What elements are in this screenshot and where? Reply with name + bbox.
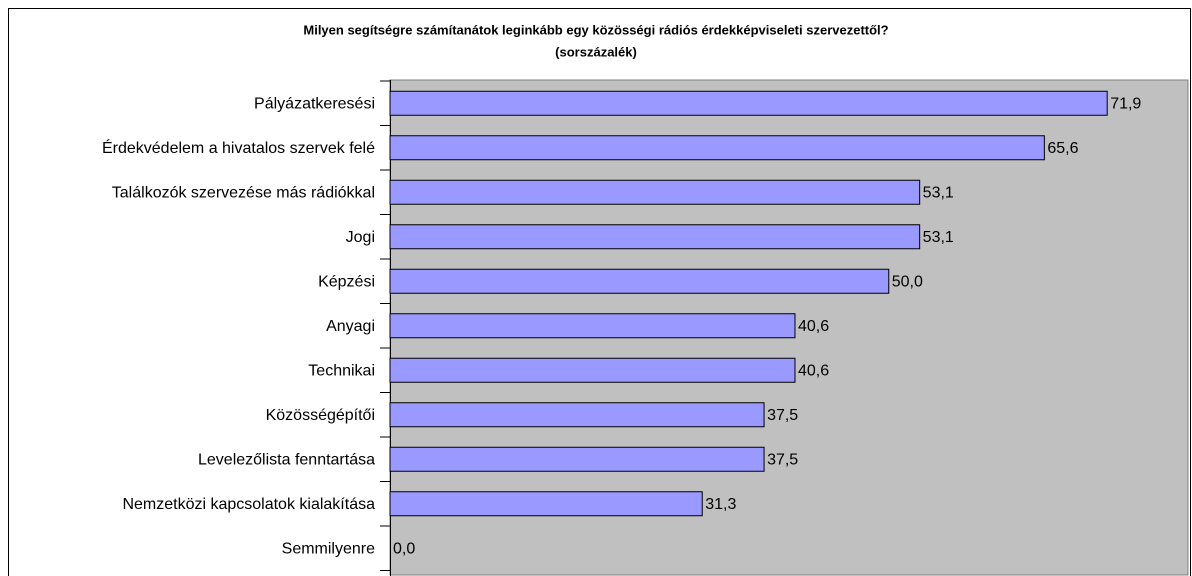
value-label: 40,6 <box>798 362 829 379</box>
bar <box>389 313 796 339</box>
bar <box>389 135 1045 161</box>
value-label: 71,9 <box>1110 95 1141 112</box>
bar <box>389 268 890 294</box>
y-tick-label: Technikai <box>308 362 375 379</box>
value-label: 31,3 <box>705 496 736 513</box>
y-tick-label: Pályázatkeresési <box>254 95 375 112</box>
value-label: 40,6 <box>798 318 829 335</box>
value-label: 37,5 <box>767 407 798 424</box>
y-tick-label: Nemzetközi kapcsolatok kialakítása <box>122 496 375 513</box>
value-label: 37,5 <box>767 451 798 468</box>
chart-title: Milyen segítségre számítanátok leginkább… <box>303 22 888 37</box>
value-label: 53,1 <box>923 229 954 246</box>
y-tick-label: Semmilyenre <box>282 540 375 557</box>
y-tick-label: Képzési <box>318 273 375 290</box>
bar <box>389 446 765 472</box>
y-tick-label: Találkozók szervezése más rádiókkal <box>112 184 375 201</box>
y-tick-label: Levelezőlista fenntartása <box>198 451 375 468</box>
chart-subtitle: (sorszázalék) <box>555 44 637 59</box>
y-tick-label: Érdekvédelem a hivatalos szervek felé <box>102 138 375 157</box>
bar <box>389 224 921 250</box>
bar <box>389 491 703 517</box>
value-label: 50,0 <box>892 273 923 290</box>
bar <box>389 357 796 383</box>
bar <box>389 90 1108 116</box>
bar <box>389 402 765 428</box>
y-tick-label: Közösségépítői <box>266 407 375 424</box>
y-tick-label: Jogi <box>346 229 375 246</box>
value-label: 65,6 <box>1047 140 1078 157</box>
bar <box>389 179 921 205</box>
y-tick-label: Anyagi <box>326 318 375 335</box>
value-label: 0,0 <box>393 540 415 557</box>
value-label: 53,1 <box>923 184 954 201</box>
